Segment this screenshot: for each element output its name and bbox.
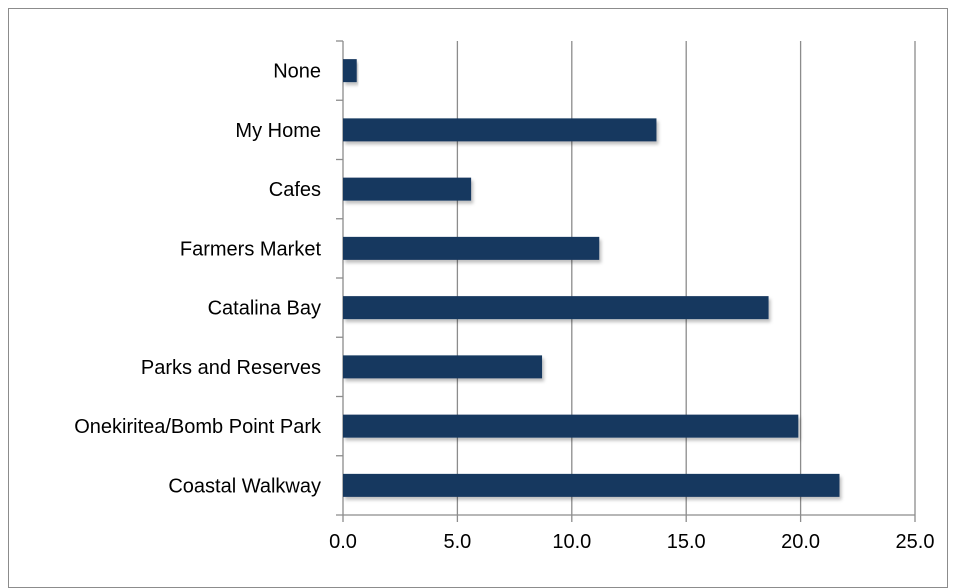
bar-6 [343, 414, 799, 438]
bar-chart: 0.0 5.0 10.0 15.0 20.0 25.0 None My Home Cafes Fa… [74, 40, 934, 553]
bar-3 [343, 236, 600, 260]
gridlines [456, 41, 916, 515]
category-label-5: Parks and Reserves [141, 357, 321, 379]
x-tick-label-4: 20.0 [781, 531, 820, 553]
category-label-1: My Home [235, 120, 321, 142]
bar-1 [343, 118, 657, 142]
labels: 0.0 5.0 10.0 15.0 20.0 25.0 None My Home Cafes Fa… [74, 61, 934, 553]
category-label-7: Coastal Walkway [168, 475, 321, 497]
bar-2 [343, 177, 472, 201]
x-tick-label-0: 0.0 [329, 531, 357, 553]
axes [336, 40, 916, 522]
x-tick-label-3: 15.0 [667, 531, 706, 553]
bars [343, 59, 840, 497]
bar-5 [343, 355, 543, 379]
category-label-0: None [273, 61, 321, 83]
x-tick-label-1: 5.0 [443, 531, 471, 553]
category-label-6: Onekiritea/Bomb Point Park [74, 416, 322, 438]
bar-0 [343, 59, 357, 83]
category-label-4: Catalina Bay [208, 298, 321, 320]
category-label-2: Cafes [269, 179, 321, 201]
x-tick-label-5: 25.0 [896, 531, 935, 553]
category-label-3: Farmers Market [180, 238, 322, 260]
x-tick-label-2: 10.0 [552, 531, 591, 553]
bar-4 [343, 296, 769, 320]
bar-7 [343, 473, 840, 497]
